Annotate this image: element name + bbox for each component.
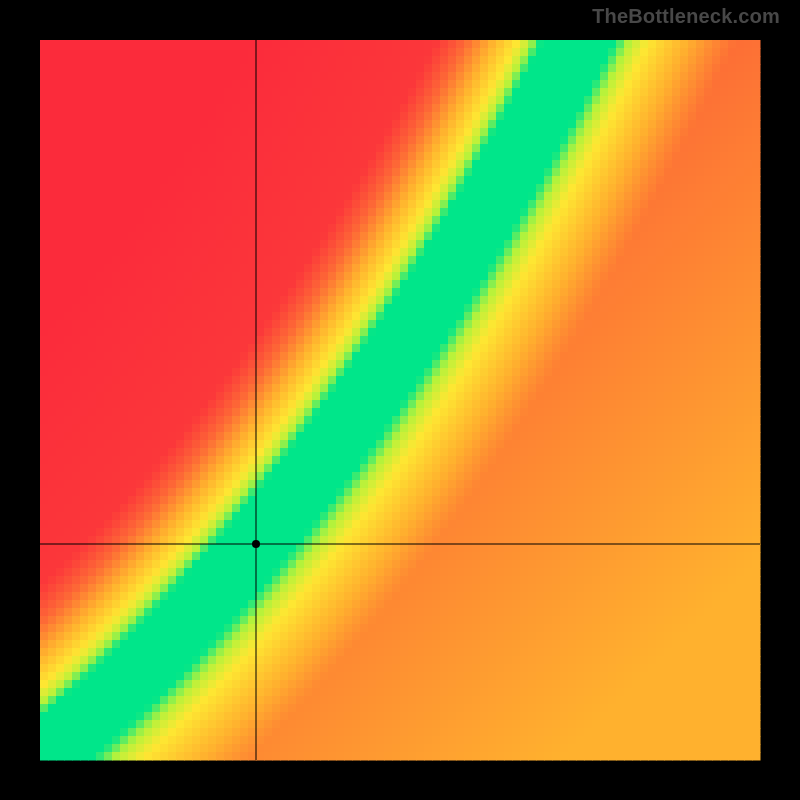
watermark-text: TheBottleneck.com [592,6,780,29]
chart-container: { "type": "heatmap", "source_watermark":… [0,0,800,800]
bottleneck-heatmap [0,0,800,800]
